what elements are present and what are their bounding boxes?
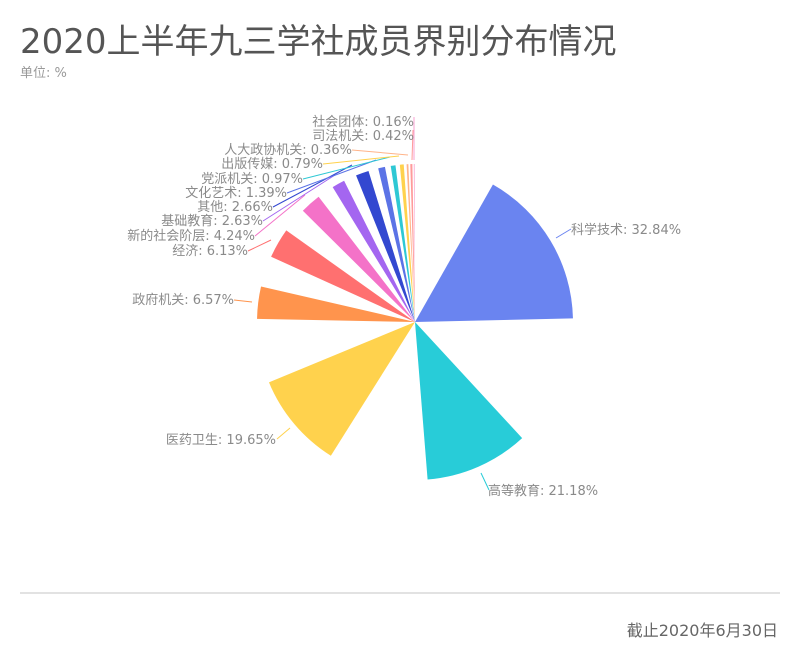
slice-label: 基础教育: 2.63% <box>161 213 263 229</box>
pie-slice[interactable] <box>390 165 415 322</box>
leader-line <box>302 156 391 180</box>
pie-chart: 科学技术: 32.84% 高等教育: 21.18% 医药卫生: 19.65% 政府机关… <box>127 114 681 499</box>
leader-line <box>247 239 272 252</box>
slice-label: 社会团体: 0.16% <box>312 114 414 130</box>
leader-line <box>272 164 353 208</box>
slice-label: 经济: 6.13% <box>172 244 248 259</box>
pie-slice[interactable] <box>406 164 415 322</box>
leader-line <box>411 129 414 161</box>
pie-slice[interactable] <box>268 322 415 456</box>
pie-slice[interactable] <box>413 163 415 322</box>
slice-label: 司法机关: 0.42% <box>312 129 414 144</box>
leader-line <box>233 299 253 303</box>
pie-slice[interactable] <box>356 171 415 322</box>
pie-slice[interactable] <box>415 184 573 322</box>
unit-label: 单位: % <box>20 66 67 81</box>
pie-slice[interactable] <box>410 164 415 322</box>
pie-slice[interactable] <box>415 322 523 480</box>
pie-slice[interactable] <box>257 286 415 322</box>
slice-label: 医药卫生: 19.65% <box>166 433 276 448</box>
label-leader-lines <box>233 117 572 491</box>
slice-label: 其他: 2.66% <box>197 200 273 215</box>
leader-line <box>254 194 306 237</box>
slice-label: 政府机关: 6.57% <box>132 293 234 308</box>
pie-slices <box>257 163 573 480</box>
leader-line <box>555 228 572 239</box>
slice-label: 高等教育: 21.18% <box>488 483 598 499</box>
leader-line <box>351 149 409 156</box>
footer-divider <box>20 592 780 594</box>
slice-label: 人大政协机关: 0.36% <box>224 143 352 158</box>
slice-label: 新的社会阶层: 4.24% <box>127 228 255 244</box>
leader-line <box>276 427 291 440</box>
pie-slice[interactable] <box>271 230 415 322</box>
leader-line <box>262 174 336 222</box>
leader-line <box>322 155 400 165</box>
slice-labels: 科学技术: 32.84% 高等教育: 21.18% 医药卫生: 19.65% 政府机关… <box>127 114 681 499</box>
date-note: 截止2020年6月30日 <box>626 621 778 640</box>
pie-slice[interactable] <box>302 196 415 322</box>
pie-slice[interactable] <box>399 164 415 322</box>
slice-label: 科学技术: 32.84% <box>571 222 681 238</box>
slice-label: 文化艺术: 1.39% <box>185 186 287 201</box>
pie-slice[interactable] <box>378 166 415 322</box>
pie-slice[interactable] <box>332 180 415 322</box>
slice-label: 党派机关: 0.97% <box>201 172 303 187</box>
leader-line <box>480 472 490 491</box>
leader-line <box>286 159 377 194</box>
page-title: 2020上半年九三学社成员界别分布情况 <box>20 22 617 62</box>
slice-label: 出版传媒: 0.79% <box>221 157 323 172</box>
